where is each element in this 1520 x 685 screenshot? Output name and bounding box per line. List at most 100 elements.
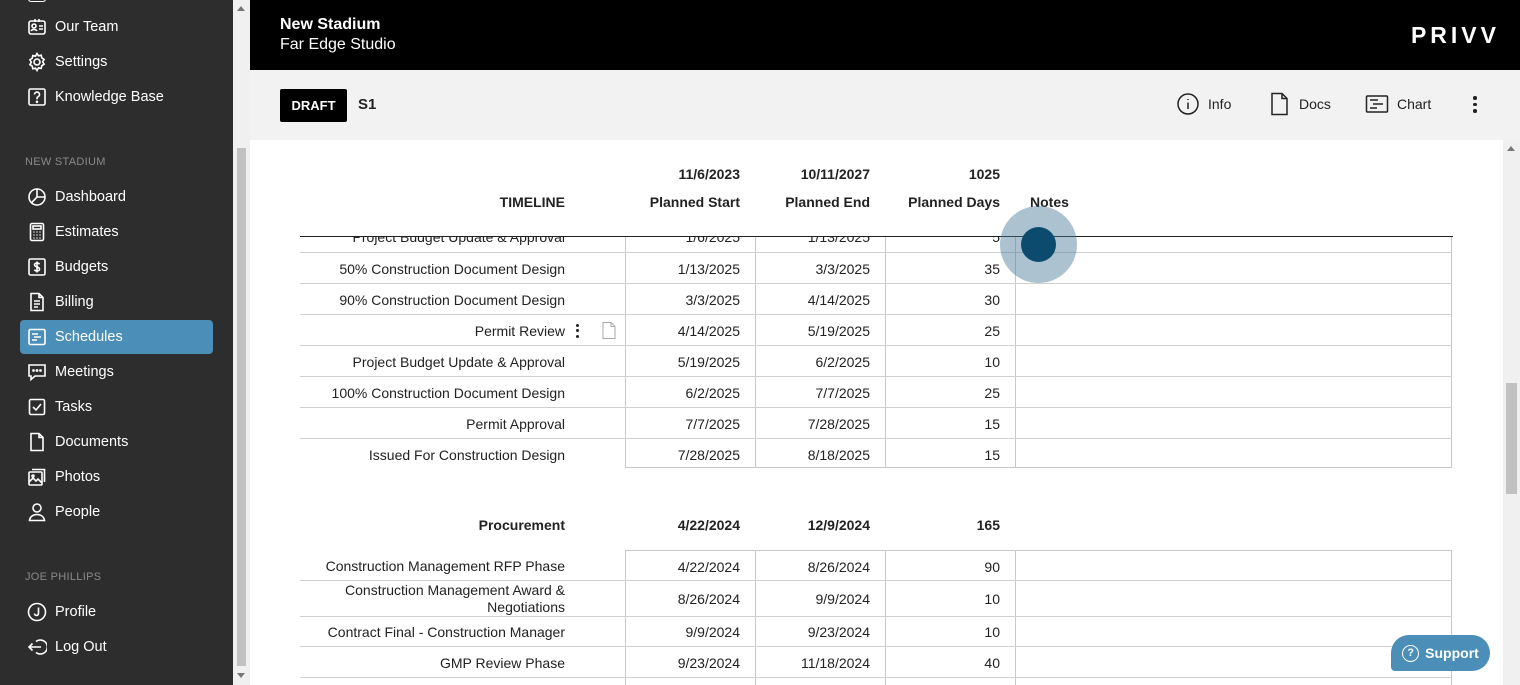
info-button[interactable]: Info	[1176, 92, 1231, 116]
sidebar-item-budgets[interactable]: Budgets	[20, 250, 213, 284]
scroll-up-arrow-icon[interactable]	[1507, 146, 1515, 151]
planned-end-cell[interactable]: 9/23/2024	[807, 624, 870, 640]
more-options-icon[interactable]	[1472, 96, 1478, 114]
sidebar-item-label: Log Out	[55, 639, 107, 655]
task-name-line1[interactable]: Construction Management Award &	[345, 582, 565, 598]
team-badge-icon	[26, 16, 48, 38]
sidebar-item-log-out[interactable]: Log Out	[20, 630, 213, 664]
row-divider	[300, 407, 1452, 408]
sidebar-item-label: Dashboard	[55, 189, 126, 205]
task-name[interactable]: Project Budget Update & Approval	[352, 237, 565, 245]
planned-days-cell[interactable]: 15	[984, 447, 1000, 463]
sidebar-item-schedules[interactable]: Schedules	[20, 320, 213, 354]
planned-days-cell[interactable]: 30	[984, 292, 1000, 308]
planned-end-cell[interactable]: 4/14/2025	[807, 292, 870, 308]
task-name[interactable]: Issued For Construction Design	[368, 447, 565, 463]
sidebar-item-profile[interactable]: Profile	[20, 595, 213, 629]
chart-button[interactable]: Chart	[1365, 92, 1431, 116]
click-indicator	[1021, 227, 1056, 262]
task-name-line2[interactable]: Negotiations	[487, 599, 565, 615]
column-divider	[1015, 550, 1016, 685]
scrollbar-thumb[interactable]	[237, 148, 246, 666]
sidebar-scrollbar[interactable]	[233, 0, 250, 685]
planned-end-cell[interactable]: 6/2/2025	[815, 354, 871, 370]
planned-start-cell[interactable]: 8/26/2024	[677, 591, 740, 607]
planned-days-cell[interactable]: 10	[984, 591, 1000, 607]
planned-start-cell[interactable]: 9/23/2024	[677, 655, 740, 671]
scrollbar-thumb[interactable]	[1506, 383, 1517, 494]
planned-end-cell[interactable]: 11/18/2024	[800, 655, 870, 671]
sidebar-item-label: Billing	[55, 294, 94, 310]
sidebar-item-label: Photos	[55, 469, 101, 485]
task-name[interactable]: 50% Construction Document Design	[339, 261, 565, 277]
planned-end-cell[interactable]: 5/19/2025	[807, 323, 870, 339]
calculator-icon	[26, 221, 48, 243]
planned-days-cell[interactable]: 40	[984, 655, 1000, 671]
task-name[interactable]: 90% Construction Document Design	[339, 292, 565, 308]
sidebar-item-billing[interactable]: Billing	[20, 285, 213, 319]
planned-end-cell[interactable]: 9/9/2024	[815, 591, 871, 607]
planned-days-cell[interactable]: 25	[984, 385, 1000, 401]
planned-end-cell[interactable]: 8/26/2024	[807, 559, 870, 575]
row-actions	[576, 322, 616, 339]
sidebar-item-dashboard[interactable]: Dashboard	[20, 180, 213, 214]
sidebar-item-knowledge-base[interactable]: Knowledge Base	[20, 80, 213, 114]
planned-start-cell[interactable]: 7/28/2025	[677, 447, 740, 463]
planned-start-cell[interactable]: 7/7/2025	[685, 416, 741, 432]
sidebar-item-label: Settings	[55, 54, 108, 70]
task-name[interactable]: Permit Review	[474, 323, 565, 339]
procurement-days-summary: 165	[976, 517, 1000, 533]
sidebar-item-documents[interactable]: Documents	[20, 425, 213, 459]
task-name[interactable]: Contract Final - Construction Manager	[327, 624, 565, 640]
planned-end-cell[interactable]: 3/3/2025	[815, 261, 871, 277]
planned-end-cell[interactable]: 7/7/2025	[815, 385, 871, 401]
sidebar-item-meetings[interactable]: Meetings	[20, 355, 213, 389]
planned-start-cell[interactable]: 3/3/2025	[685, 292, 741, 308]
column-divider	[1451, 237, 1452, 468]
task-name[interactable]: Construction Management RFP Phase	[325, 558, 565, 574]
task-name[interactable]: GMP Review Phase	[439, 655, 565, 671]
planned-end-cell[interactable]: 8/18/2025	[807, 447, 870, 463]
task-name[interactable]: 100% Construction Document Design	[331, 385, 565, 401]
logout-icon	[26, 636, 48, 658]
sidebar-item-people[interactable]: People	[20, 495, 213, 529]
planned-end-cell[interactable]: 7/28/2025	[807, 416, 870, 432]
planned-start-cell[interactable]: 1/13/2025	[677, 261, 740, 277]
sidebar-item-settings[interactable]: Settings	[20, 45, 213, 79]
sidebar-item-photos[interactable]: Photos	[20, 460, 213, 494]
planned-start-cell[interactable]: 9/9/2024	[685, 624, 741, 640]
support-button[interactable]: ? Support	[1391, 635, 1490, 671]
procurement-section-title: Procurement	[478, 517, 565, 533]
timeline-end-summary: 10/11/2027	[800, 166, 870, 182]
row-more-options-icon[interactable]	[576, 323, 580, 338]
planned-days-cell[interactable]: 25	[984, 323, 1000, 339]
column-divider	[1451, 550, 1452, 685]
planned-end-cell[interactable]: 1/13/2025	[807, 237, 870, 245]
planned-days-cell[interactable]: 35	[984, 261, 1000, 277]
sidebar: Our Team Settings Knowledge Base NEW STA…	[0, 0, 233, 685]
planned-days-cell[interactable]: 15	[984, 416, 1000, 432]
sidebar-item-estimates[interactable]: Estimates	[20, 215, 213, 249]
planned-start-cell[interactable]: 5/19/2025	[677, 354, 740, 370]
planned-days-cell[interactable]: 10	[984, 624, 1000, 640]
planned-days-cell[interactable]: 90	[984, 559, 1000, 575]
planned-start-cell[interactable]: 4/22/2024	[677, 559, 740, 575]
task-name[interactable]: Project Budget Update & Approval	[352, 354, 565, 370]
scroll-down-arrow-icon[interactable]	[237, 673, 245, 678]
content-scrollbar[interactable]	[1503, 140, 1520, 685]
planned-days-cell[interactable]: 5	[992, 237, 1000, 245]
row-document-icon[interactable]	[602, 322, 616, 339]
planned-start-cell[interactable]: 6/2/2025	[685, 385, 741, 401]
help-icon: ?	[1402, 644, 1420, 662]
docs-button[interactable]: Docs	[1267, 92, 1331, 116]
sidebar-item-our-team[interactable]: Our Team	[20, 10, 213, 44]
row-divider	[300, 376, 1452, 377]
planned-start-cell[interactable]: 4/14/2025	[677, 323, 740, 339]
person-icon	[26, 501, 48, 523]
sidebar-item-tasks[interactable]: Tasks	[20, 390, 213, 424]
planned-days-cell[interactable]: 10	[984, 354, 1000, 370]
scroll-up-arrow-icon[interactable]	[237, 6, 245, 11]
brand-logo[interactable]: PRIVV	[1410, 22, 1500, 48]
task-name[interactable]: Permit Approval	[466, 416, 565, 432]
planned-start-cell[interactable]: 1/6/2025	[685, 237, 741, 245]
